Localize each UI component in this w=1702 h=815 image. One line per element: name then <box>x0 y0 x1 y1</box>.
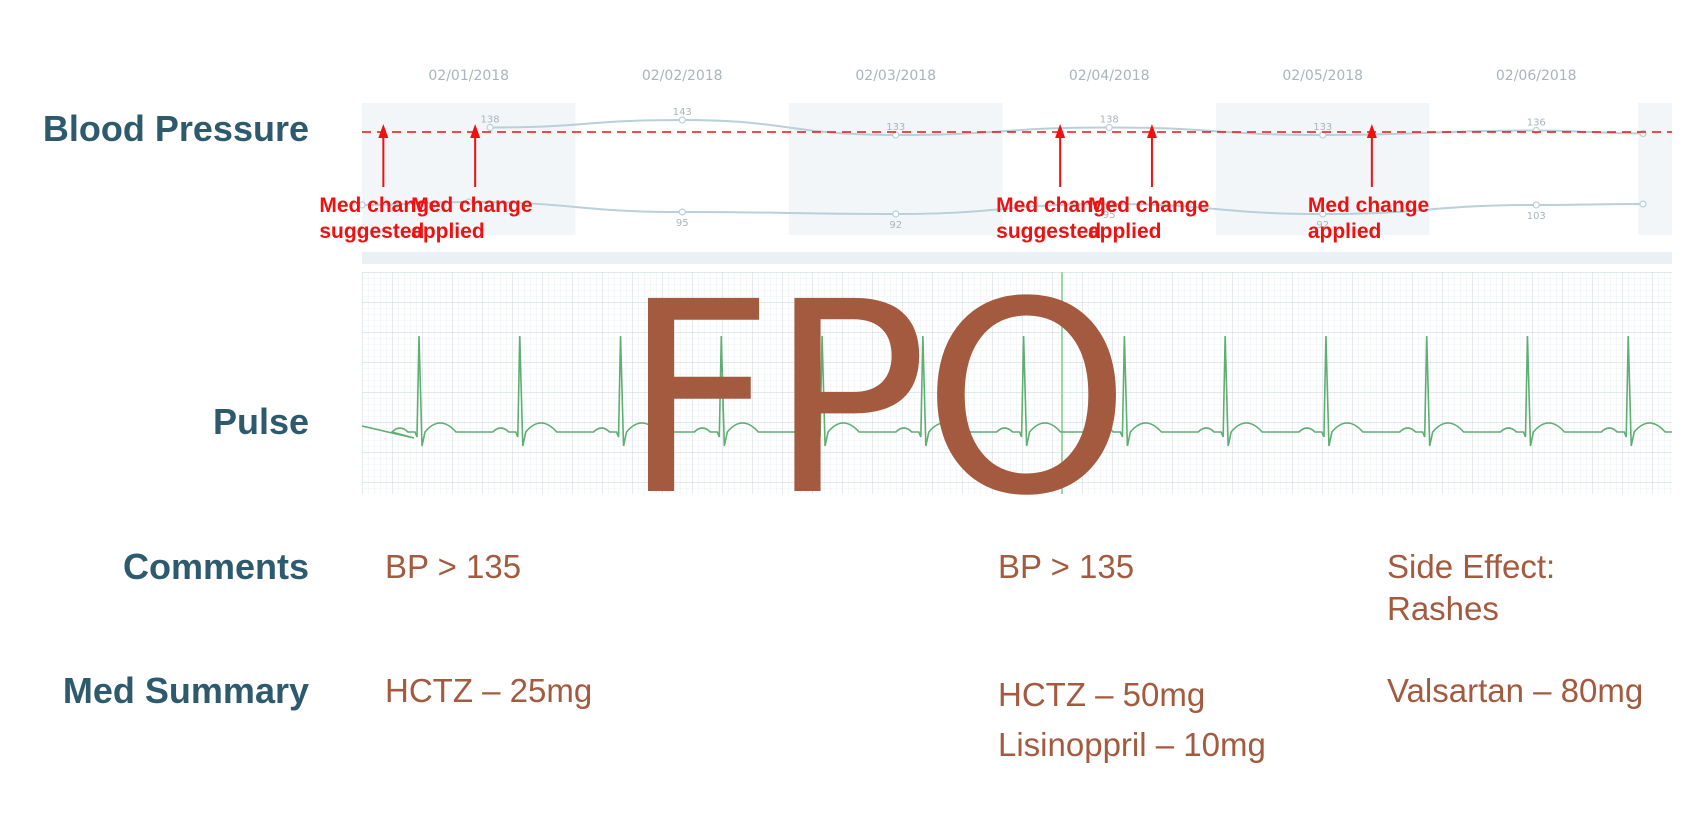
bp-date-axis: 02/01/2018 02/02/2018 02/03/2018 02/04/2018… <box>428 68 1576 84</box>
comment-3: Side Effect: Rashes <box>1387 546 1555 630</box>
bp-value-label-2-6: 92 <box>1316 220 1329 231</box>
med-summary-3-line: Valsartan – 80mg <box>1387 672 1644 709</box>
annotation-arrow-head-4 <box>1146 124 1157 138</box>
annotation-text-5-line-1: Med change <box>1308 194 1429 217</box>
annotation-text-2-line-2: applied <box>411 220 485 243</box>
bp-point-2-6 <box>1319 210 1327 218</box>
bp-series-group: 138 143 133 138 133 136 95 92 95 92 103 <box>358 107 1647 231</box>
med-summary-2-line-1: HCTZ – 50mg <box>998 676 1206 713</box>
med-summary-2-line-2: Lisinoppril – 10mg <box>998 726 1266 763</box>
bp-point-1-2 <box>678 116 686 124</box>
med-summary-1: HCTZ – 25mg <box>385 670 592 712</box>
blood-pressure-chart: 02/01/2018 02/02/2018 02/03/2018 02/04/2018… <box>319 68 1672 264</box>
date-label-2: 02/02/2018 <box>642 68 723 84</box>
fpo-watermark: FPO <box>622 246 1131 554</box>
bp-value-label-1-5: 133 <box>1313 122 1332 133</box>
med-summary-row-label: Med Summary <box>62 670 309 711</box>
bp-value-label-1-2: 143 <box>673 107 692 118</box>
annotation-text-2-line-1: Med change <box>411 194 532 217</box>
annotation-text-3-line-2: suggested <box>996 220 1101 243</box>
bp-value-label-1-3: 133 <box>886 122 905 133</box>
bp-value-label-1-6: 136 <box>1527 118 1546 129</box>
annotation-text-4-line-1: Med change <box>1088 194 1209 217</box>
bp-point-1-1 <box>486 123 494 132</box>
date-label-4: 02/04/2018 <box>1069 68 1150 84</box>
pulse-row-label: Pulse <box>212 401 309 442</box>
pulse-ecg-strip <box>362 272 1672 494</box>
bp-value-label-2-3: 95 <box>676 218 689 229</box>
comment-3-line-1: Side Effect: <box>1387 548 1556 585</box>
date-label-3: 02/03/2018 <box>855 68 936 84</box>
comment-3-line-2: Rashes <box>1387 590 1499 627</box>
date-label-1: 02/01/2018 <box>428 68 509 84</box>
annotation-text-1-line-1: Med change <box>319 194 440 217</box>
bp-day-band-tail <box>1638 103 1672 235</box>
med-summary-1-line: HCTZ – 25mg <box>385 672 593 709</box>
comments-row-label: Comments <box>122 546 309 587</box>
bp-value-label-1-4: 138 <box>1100 115 1119 126</box>
annotation-arrow-head-2 <box>470 124 481 138</box>
comment-1-line: BP > 135 <box>385 548 522 585</box>
ecg-trace <box>362 335 1672 447</box>
bp-value-label-2-4: 92 <box>889 220 902 231</box>
annotation-text-5-line-2: applied <box>1308 220 1382 243</box>
comment-1: BP > 135 <box>385 546 521 588</box>
bp-day-band-1 <box>362 103 576 235</box>
annotation-text-4-line-2: applied <box>1088 220 1162 243</box>
bp-band-group <box>362 103 1672 235</box>
bp-point-2-4 <box>892 210 900 218</box>
annotation-arrow-head-1 <box>378 124 389 138</box>
bp-point-2-3 <box>678 208 686 216</box>
bp-point-2-1 <box>358 201 366 209</box>
bp-value-label-2-7: 103 <box>1527 211 1546 222</box>
bp-value-label-2-5: 95 <box>1103 210 1116 221</box>
bp-annotation-group: Med change suggested Med change applied Med … <box>319 124 1429 243</box>
blood-pressure-row-label: Blood Pressure <box>42 108 309 149</box>
bp-series-line-2 <box>361 200 1644 216</box>
date-label-6: 02/06/2018 <box>1496 68 1577 84</box>
bp-point-2-2 <box>465 198 473 206</box>
bp-point-1-4 <box>1105 123 1113 132</box>
bp-point-2-5 <box>1105 200 1113 208</box>
annotation-text-3-line-1: Med change <box>996 194 1117 217</box>
date-label-5: 02/05/2018 <box>1282 68 1363 84</box>
comment-2-line: BP > 135 <box>998 548 1135 585</box>
annotation-arrow-head-5 <box>1366 124 1377 138</box>
ecg-grid <box>362 272 1672 494</box>
comment-2: BP > 135 <box>998 546 1134 588</box>
med-summary-3: Valsartan – 80mg <box>1387 670 1643 712</box>
bp-value-label-1-1: 138 <box>481 115 500 126</box>
chart-divider-bar <box>362 252 1672 264</box>
bp-point-2-7 <box>1532 201 1540 209</box>
med-summary-2: HCTZ – 50mg Lisinoppril – 10mg <box>998 670 1266 770</box>
annotation-arrow-head-3 <box>1055 124 1066 138</box>
bp-point-2-8 <box>1639 200 1647 208</box>
annotation-text-1-line-2: suggested <box>319 220 424 243</box>
